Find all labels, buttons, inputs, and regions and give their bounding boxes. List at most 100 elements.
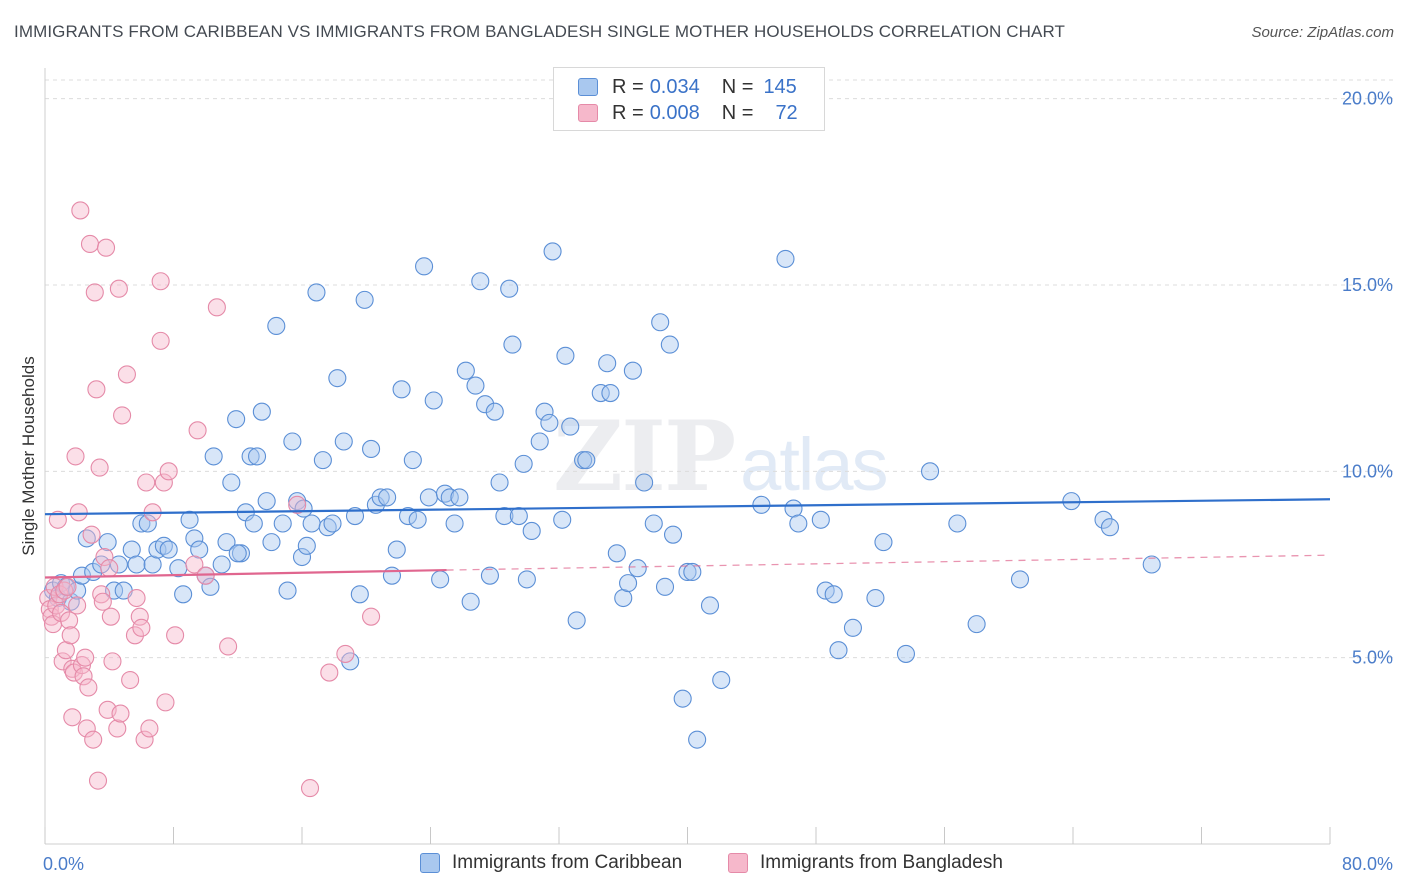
- legend-r-value-bangladesh: 0.008: [649, 101, 700, 124]
- caribbean-point-109: [628, 559, 647, 578]
- caribbean-point-58: [355, 290, 374, 309]
- bottom-legend-caribbean: Immigrants from Caribbean: [420, 852, 682, 874]
- y-axis-label: Single Mother Households: [19, 356, 38, 555]
- caribbean-point-42: [273, 514, 292, 533]
- caribbean-point-44: [283, 432, 302, 451]
- bangladesh-point-58: [154, 473, 173, 492]
- bangladesh-point-67: [288, 495, 307, 514]
- caribbean-point-47: [297, 536, 316, 555]
- caribbean-point-118: [683, 562, 702, 581]
- caribbean-point-115: [663, 525, 683, 544]
- tick-labels: 5.0% 10.0% 15.0% 20.0% 0.0% 80.0%: [43, 89, 1393, 874]
- caribbean-point-31: [217, 533, 236, 552]
- caribbean-point-116: [673, 689, 692, 708]
- caribbean-point-111: [644, 514, 663, 533]
- caribbean-point-84: [490, 473, 509, 492]
- chart-title: IMMIGRANTS FROM CARIBBEAN VS IMMIGRANTS …: [14, 22, 1066, 41]
- caribbean-point-37: [247, 447, 267, 466]
- caribbean-point-23: [174, 585, 193, 604]
- caribbean-point-68: [408, 510, 427, 529]
- caribbean-point-97: [556, 346, 575, 365]
- caribbean-point-107: [619, 574, 638, 593]
- bangladesh-point-62: [185, 555, 204, 574]
- bangladesh-point-39: [100, 559, 119, 578]
- trend-lines: [44, 498, 1331, 579]
- bangladesh-point-18: [66, 447, 85, 466]
- x-tick-label-min: 0.0%: [43, 854, 84, 874]
- caribbean-point-32: [222, 473, 241, 492]
- caribbean-point-124: [789, 514, 808, 533]
- caribbean-point-75: [445, 514, 464, 533]
- legend-n-value-caribbean: 145: [763, 75, 797, 98]
- caribbean-point-24: [180, 510, 199, 529]
- bangladesh-point-59: [156, 693, 175, 712]
- caribbean-point-125: [811, 510, 830, 529]
- bangladesh-point-48: [125, 626, 144, 645]
- bangladesh-point-50: [130, 607, 149, 626]
- caribbean-point-29: [204, 447, 223, 466]
- bottom-legend-bangladesh: Immigrants from Bangladesh: [728, 852, 1003, 874]
- caribbean-point-92: [530, 432, 549, 451]
- bangladesh-point-51: [132, 618, 151, 637]
- caribbean-point-40: [262, 533, 281, 552]
- caribbean-point-56: [345, 506, 365, 526]
- caribbean-point-21: [159, 540, 178, 559]
- bangladesh-point-30: [85, 283, 104, 302]
- caribbean-point-82: [480, 566, 499, 585]
- bangladesh-point-13: [60, 611, 79, 630]
- caribbean-point-50: [313, 451, 332, 470]
- bangladesh-point-25: [77, 719, 96, 738]
- bottom-legend-label-bangladesh: Immigrants from Bangladesh: [760, 852, 1003, 873]
- caribbean-point-139: [1100, 518, 1119, 537]
- caribbean-point-94: [540, 413, 559, 432]
- caribbean-point-80: [471, 272, 490, 291]
- bangladesh-point-46: [117, 365, 136, 384]
- caribbean-point-85: [495, 506, 514, 526]
- caribbean-point-103: [598, 354, 617, 373]
- bangladesh-point-41: [103, 652, 122, 671]
- caribbean-point-28: [201, 577, 220, 596]
- bangladesh-point-44: [111, 704, 130, 723]
- caribbean-point-120: [712, 670, 731, 690]
- caribbean-point-36: [241, 447, 260, 466]
- bangladesh-point-43: [109, 279, 128, 298]
- caribbean-point-66: [398, 506, 418, 526]
- bangladesh-points: [39, 201, 381, 798]
- bangladesh-point-28: [82, 525, 101, 544]
- caribbean-point-81: [476, 395, 495, 414]
- bottom-legend-label-caribbean: Immigrants from Caribbean: [452, 852, 683, 873]
- caribbean-point-30: [212, 555, 231, 574]
- caribbean-point-134: [948, 514, 967, 533]
- caribbean-points: [43, 242, 1161, 749]
- bangladesh-point-23: [74, 667, 93, 686]
- bangladesh-trend-extension: [446, 554, 1331, 571]
- caribbean-point-54: [334, 432, 353, 451]
- caribbean-point-93: [535, 402, 554, 421]
- caribbean-point-117: [678, 562, 697, 581]
- y-tick-label-20: 20.0%: [1342, 89, 1393, 109]
- watermark-atlas: atlas: [740, 423, 888, 506]
- bangladesh-point-27: [80, 234, 100, 254]
- caribbean-point-138: [1094, 510, 1113, 529]
- caribbean-point-135: [967, 615, 986, 634]
- legend-n-value-bangladesh: 72: [775, 101, 798, 124]
- caribbean-point-142: [228, 544, 247, 563]
- bangladesh-point-45: [113, 406, 132, 425]
- bangladesh-point-71: [362, 607, 381, 626]
- bangladesh-point-12: [58, 577, 77, 596]
- bangladesh-point-31: [87, 380, 106, 399]
- caribbean-point-64: [387, 540, 406, 559]
- bangladesh-trend-line: [44, 568, 447, 579]
- legend-swatch-caribbean: [578, 78, 598, 96]
- caribbean-point-65: [392, 380, 411, 399]
- caribbean-point-62: [378, 488, 397, 507]
- caribbean-point-57: [350, 585, 369, 604]
- caribbean-point-69: [415, 257, 434, 276]
- caribbean-point-10: [98, 533, 117, 552]
- caribbean-point-140: [1142, 555, 1161, 574]
- caribbean-point-105: [607, 544, 626, 563]
- caribbean-point-130: [866, 588, 885, 608]
- bangladesh-point-65: [207, 298, 226, 317]
- bangladesh-point-49: [127, 588, 146, 608]
- bottom-legend-swatch-bangladesh: [728, 853, 748, 873]
